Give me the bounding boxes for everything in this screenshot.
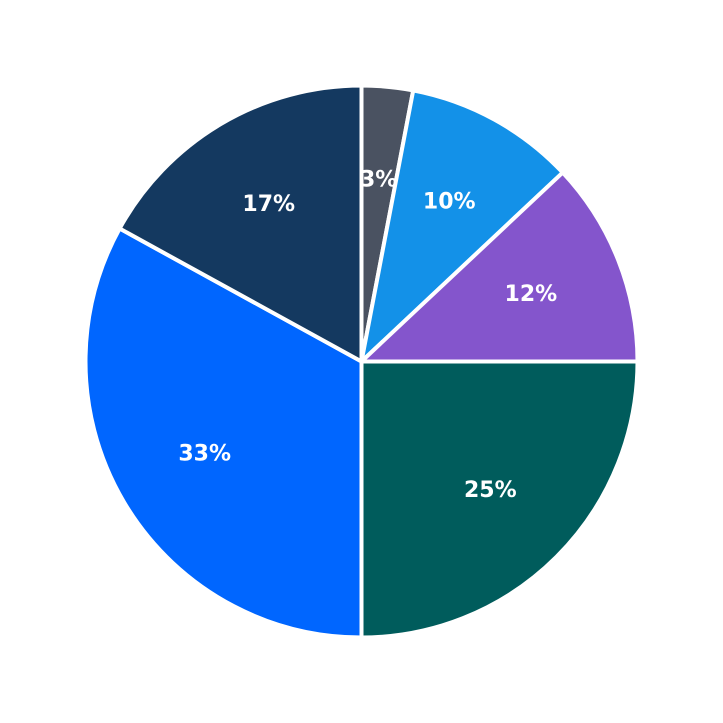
- pie-slice-label-2: 12%: [505, 282, 558, 307]
- pie-slice-label-4: 33%: [178, 442, 231, 467]
- pie-slice-label-3: 25%: [464, 478, 517, 503]
- pie-slice-label-0: 3%: [360, 168, 397, 193]
- pie-slice-2: [359, 170, 640, 364]
- pie-slice-1: [359, 88, 565, 364]
- slices-layer: [83, 83, 640, 640]
- pie-slice-3: [359, 359, 640, 640]
- labels-layer: 3% 10% 12% 25% 33% 17%: [178, 168, 557, 503]
- pie-slice-5: [117, 83, 364, 364]
- pie-slice-label-5: 17%: [242, 192, 295, 217]
- pie-slice-4: [83, 226, 364, 640]
- pie-slice-label-1: 10%: [423, 189, 476, 214]
